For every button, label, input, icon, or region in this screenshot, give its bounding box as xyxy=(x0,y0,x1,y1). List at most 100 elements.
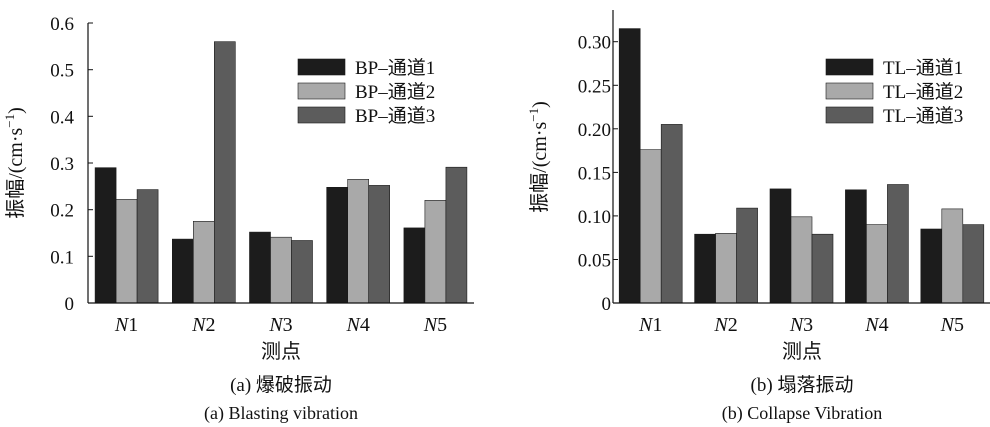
chart-panel-blasting: N1 N2 N3 N4 N500.10.20.30.40.50.6振幅/(cm·s−1)… xyxy=(2,14,474,424)
x-tick-label-index: 4 xyxy=(879,314,889,336)
x-tick-label-prefix: N xyxy=(864,314,880,336)
bar-a-series1-n1 xyxy=(94,167,117,304)
bar-a-series3-n5 xyxy=(445,166,468,304)
bar-a-series1-n3 xyxy=(249,231,271,304)
x-tick-label-prefix: N xyxy=(789,314,805,336)
legend-label-2: TL–通道2 xyxy=(883,81,963,103)
y-axis-label-close: ) xyxy=(5,107,27,114)
x-tick-label-index: 2 xyxy=(205,314,215,336)
x-axis-label: 测点 xyxy=(782,340,822,363)
legend-swatch-2 xyxy=(297,82,346,100)
y-axis-label-main: 振幅/(cm·s xyxy=(528,121,551,212)
legend-label-2: BP–通道2 xyxy=(355,81,435,103)
bar-a-series2-n5 xyxy=(424,200,447,304)
x-tick-label: N1 xyxy=(114,314,138,336)
bar-b-series3-n5 xyxy=(962,224,985,304)
legend-swatch-3 xyxy=(825,106,874,124)
x-tick-label: N3 xyxy=(268,314,292,336)
legend-label-1: TL–通道1 xyxy=(883,57,963,79)
x-tick-label-index: 2 xyxy=(728,314,738,336)
y-tick-label: 0.1 xyxy=(50,247,74,268)
bar-b-series1-n3 xyxy=(769,188,792,304)
y-tick-label: 0.4 xyxy=(50,107,74,128)
y-tick-label: 0 xyxy=(65,294,75,315)
x-tick-label-prefix: N xyxy=(423,314,439,336)
bar-a-series2-n2 xyxy=(193,221,215,304)
y-tick-label: 0.30 xyxy=(578,33,611,54)
caption-english: (b) Collapse Vibration xyxy=(722,403,883,424)
bar-a-series1-n2 xyxy=(172,238,194,304)
bar-b-series3-n4 xyxy=(887,184,909,304)
y-tick-label: 0.25 xyxy=(578,76,611,97)
caption-chinese: (a) 爆破振动 xyxy=(230,374,332,396)
bar-a-series3-n4 xyxy=(368,185,391,304)
bar-a-series2-n4 xyxy=(347,179,370,304)
y-tick-label: 0 xyxy=(602,294,612,315)
x-tick-label: N5 xyxy=(423,314,447,336)
x-tick-label: N2 xyxy=(191,314,215,336)
y-tick-label: 0.05 xyxy=(578,251,611,272)
bar-a-series3-n2 xyxy=(214,41,236,304)
x-tick-label-prefix: N xyxy=(346,314,362,336)
legend-swatch-1 xyxy=(825,58,874,76)
x-tick-label-index: 5 xyxy=(954,314,964,336)
bar-b-series2-n3 xyxy=(790,216,813,304)
x-tick-label: N5 xyxy=(940,314,964,336)
x-tick-label-prefix: N xyxy=(940,314,956,336)
chart-panel-collapse: N1 N2 N3 N4 N500.050.100.150.200.250.30振幅/(c… xyxy=(526,10,990,424)
legend-label-3: TL–通道3 xyxy=(883,105,963,127)
legend-swatch-1 xyxy=(297,58,346,76)
y-axis-label-main: 振幅/(cm·s xyxy=(4,127,27,218)
x-tick-label-index: 1 xyxy=(128,314,138,336)
bar-b-series1-n2 xyxy=(694,233,716,304)
x-tick-label-prefix: N xyxy=(191,314,207,336)
x-tick-label-prefix: N xyxy=(268,314,284,336)
bar-b-series3-n3 xyxy=(811,233,834,304)
bar-a-series3-n1 xyxy=(136,189,159,304)
y-tick-label: 0.2 xyxy=(50,201,74,222)
legend-swatch-2 xyxy=(825,82,874,100)
bar-a-series1-n4 xyxy=(326,187,349,304)
bar-a-series2-n1 xyxy=(115,199,138,304)
legend-label-1: BP–通道1 xyxy=(355,57,435,79)
legend-swatch-3 xyxy=(297,106,346,124)
x-tick-label: N1 xyxy=(638,314,662,336)
bar-b-series1-n4 xyxy=(845,189,867,304)
bar-a-series2-n3 xyxy=(270,236,292,304)
y-axis-label: 振幅/(cm·s−1) xyxy=(2,107,27,219)
bar-b-series3-n2 xyxy=(736,207,758,304)
x-tick-label: N4 xyxy=(864,314,888,336)
bar-b-series1-n5 xyxy=(920,228,943,304)
caption-english: (a) Blasting vibration xyxy=(204,403,358,424)
bar-b-series2-n4 xyxy=(866,224,888,304)
x-tick-label-index: 1 xyxy=(652,314,662,336)
bar-b-series2-n1 xyxy=(639,149,662,304)
x-tick-label-prefix: N xyxy=(713,314,729,336)
y-tick-label: 0.6 xyxy=(50,14,74,35)
x-tick-label-prefix: N xyxy=(114,314,130,336)
bar-a-series1-n5 xyxy=(403,227,426,304)
bar-a-series3-n3 xyxy=(291,240,313,304)
x-tick-label-index: 3 xyxy=(283,314,293,336)
x-tick-label-prefix: N xyxy=(638,314,654,336)
y-tick-label: 0.10 xyxy=(578,207,611,228)
y-tick-label: 0.5 xyxy=(50,61,74,82)
caption-chinese: (b) 塌落振动 xyxy=(751,374,854,396)
x-tick-label: N3 xyxy=(789,314,813,336)
y-tick-label: 0.15 xyxy=(578,163,611,184)
x-tick-label-index: 3 xyxy=(803,314,813,336)
y-tick-label: 0.3 xyxy=(50,154,74,175)
y-tick-label: 0.20 xyxy=(578,120,611,141)
x-tick-label: N4 xyxy=(346,314,370,336)
bar-b-series1-n1 xyxy=(618,28,641,304)
x-tick-label-index: 5 xyxy=(437,314,447,336)
legend-label-3: BP–通道3 xyxy=(355,105,435,127)
y-axis-label-close: ) xyxy=(529,101,551,108)
bar-b-series3-n1 xyxy=(660,124,683,304)
bar-b-series2-n5 xyxy=(941,208,964,304)
x-axis-label: 测点 xyxy=(261,340,301,363)
y-axis-label-exponent: −1 xyxy=(526,108,541,122)
